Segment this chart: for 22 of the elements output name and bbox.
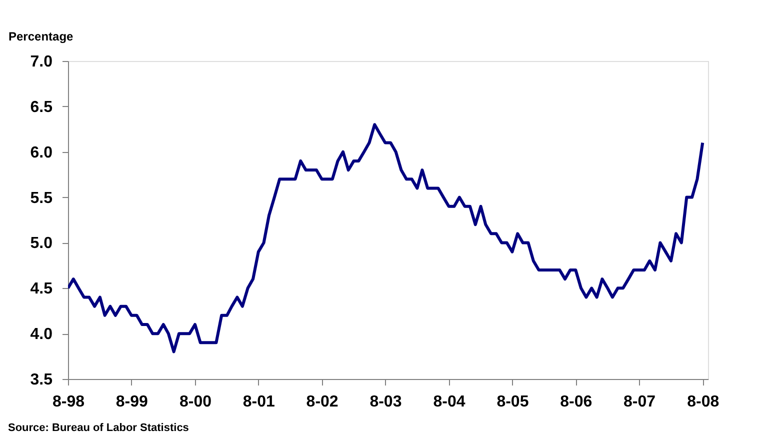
y-tick-label: 4.0 <box>30 326 53 344</box>
y-tick-label: 6.5 <box>30 98 53 116</box>
x-tick-label: 8-98 <box>52 394 85 410</box>
y-tick-label: 4.5 <box>30 280 53 298</box>
y-tick-label: 3.5 <box>30 372 53 388</box>
line-series <box>68 123 704 354</box>
x-tick-label: 8-01 <box>242 394 276 410</box>
y-tick-label: 5.0 <box>30 235 53 252</box>
x-tick-label: 8-08 <box>687 394 720 410</box>
x-tick-label: 8-02 <box>306 394 338 410</box>
x-tick-label: 8-03 <box>370 394 402 410</box>
x-tick-label: 8-04 <box>433 394 466 410</box>
x-tick-label: 8-99 <box>116 394 148 410</box>
source-note: Source: Bureau of Labor Statistics <box>8 422 189 434</box>
y-axis-title: Percentage <box>8 30 74 44</box>
x-tick-label: 8-05 <box>496 394 529 410</box>
y-tick-label: 7.0 <box>30 54 53 70</box>
x-tick-label: 8-07 <box>624 394 656 410</box>
y-tick-label: 6.0 <box>30 144 53 162</box>
x-tick-label: 8-00 <box>179 394 212 410</box>
x-tick-label: 8-06 <box>560 394 592 410</box>
y-tick-label: 5.5 <box>30 190 53 207</box>
